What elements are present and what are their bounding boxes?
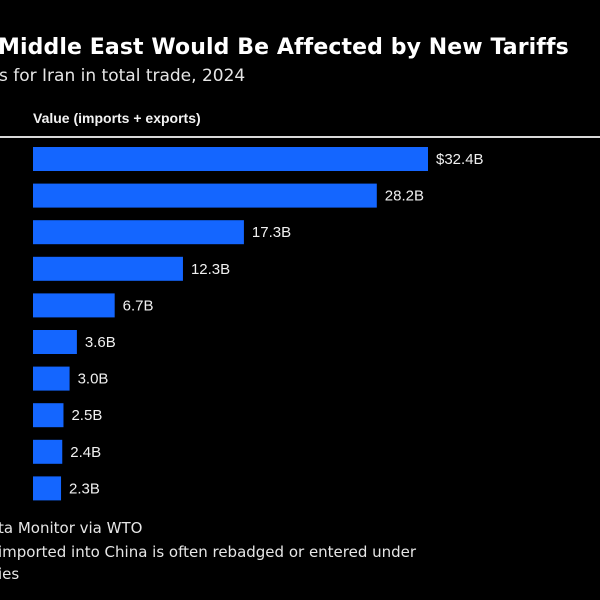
data-label: 2.4B [70,444,101,461]
data-label: $32.4B [436,151,484,168]
header-rule [0,136,600,138]
data-label: 2.5B [71,407,102,424]
data-label: 17.3B [252,224,291,241]
bar [33,439,63,464]
bar [33,366,70,391]
footnote-line-2: ies [0,565,20,583]
bar [33,147,428,171]
data-label: 3.6B [85,334,116,351]
data-label: 6.7B [123,297,154,314]
bar [33,403,64,428]
data-label: 28.2B [385,188,424,205]
bar [33,183,377,208]
column-label: Value (imports + exports) [33,110,201,126]
bar [33,293,115,318]
bar [33,220,244,245]
chart-title: Middle East Would Be Affected by New Tar… [0,35,569,60]
data-label: 2.3B [69,480,100,497]
bar [33,330,77,354]
data-label: 3.0B [78,371,109,388]
chart-subtitle: s for Iran in total trade, 2024 [0,66,246,86]
bar [33,476,62,501]
bar [33,256,183,281]
footnote-line-1: imported into China is often rebadged or… [0,543,417,561]
data-label: 12.3B [191,261,230,278]
source-note: ta Monitor via WTO [0,519,143,537]
